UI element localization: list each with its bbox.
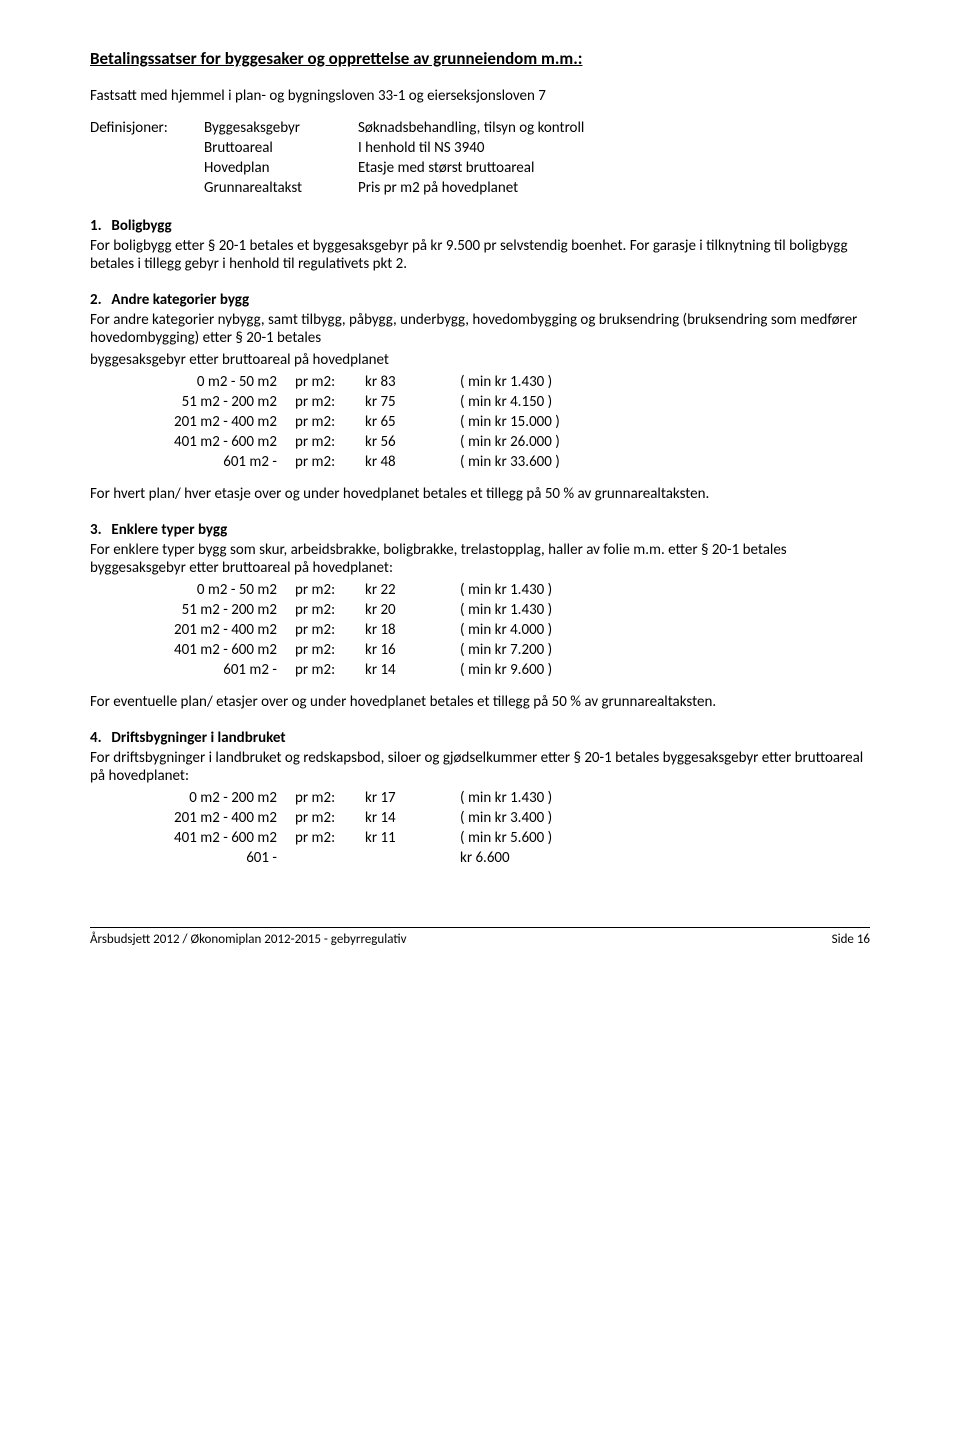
rate-min: ( min kr 5.600 ) bbox=[460, 829, 610, 847]
section-heading: 3. Enklere typer bygg bbox=[90, 521, 870, 539]
section-after: For hvert plan/ hver etasje over og unde… bbox=[90, 485, 870, 503]
section-heading: 4. Driftsbygninger i landbruket bbox=[90, 729, 870, 747]
rate-range: 51 m2 - 200 m2 bbox=[140, 601, 295, 619]
rate-range: 201 m2 - 400 m2 bbox=[140, 413, 295, 431]
footer-right: Side 16 bbox=[832, 932, 870, 947]
rate-per: pr m2: bbox=[295, 809, 365, 827]
rate-range: 601 - bbox=[140, 849, 295, 867]
rate-price: kr 18 bbox=[365, 621, 460, 639]
rate-range: 0 m2 - 50 m2 bbox=[140, 581, 295, 599]
rate-price: kr 20 bbox=[365, 601, 460, 619]
rate-min: ( min kr 9.600 ) bbox=[460, 661, 610, 679]
page-footer: Årsbudsjett 2012 / Økonomiplan 2012-2015… bbox=[90, 927, 870, 947]
footer-left: Årsbudsjett 2012 / Økonomiplan 2012-2015… bbox=[90, 932, 406, 947]
rate-per: pr m2: bbox=[295, 453, 365, 471]
section-1: 1. Boligbygg For boligbygg etter § 20-1 … bbox=[90, 217, 870, 273]
rate-min: ( min kr 1.430 ) bbox=[460, 601, 610, 619]
rate-table: 0 m2 - 50 m2 pr m2: kr 83 ( min kr 1.430… bbox=[140, 373, 870, 471]
rate-per: pr m2: bbox=[295, 373, 365, 391]
rate-min: ( min kr 26.000 ) bbox=[460, 433, 610, 451]
rate-table: 0 m2 - 50 m2 pr m2: kr 22 ( min kr 1.430… bbox=[140, 581, 870, 679]
section-heading: 1. Boligbygg bbox=[90, 217, 870, 235]
section-after: For eventuelle plan/ etasjer over og und… bbox=[90, 693, 870, 711]
definition-def: Etasje med størst bruttoareal bbox=[358, 159, 870, 177]
rate-min: ( min kr 1.430 ) bbox=[460, 581, 610, 599]
rate-range: 51 m2 - 200 m2 bbox=[140, 393, 295, 411]
section-number: 1. bbox=[90, 217, 108, 235]
rate-min: ( min kr 15.000 ) bbox=[460, 413, 610, 431]
rate-price: kr 16 bbox=[365, 641, 460, 659]
rate-min: ( min kr 4.150 ) bbox=[460, 393, 610, 411]
rate-price bbox=[365, 849, 460, 867]
rate-range: 201 m2 - 400 m2 bbox=[140, 621, 295, 639]
section-title: Boligbygg bbox=[111, 217, 171, 235]
rate-min: kr 6.600 bbox=[460, 849, 610, 867]
section-3: 3. Enklere typer bygg For enklere typer … bbox=[90, 521, 870, 711]
definition-def: Søknadsbehandling, tilsyn og kontroll bbox=[358, 119, 870, 137]
rate-price: kr 14 bbox=[365, 809, 460, 827]
rate-range: 0 m2 - 200 m2 bbox=[140, 789, 295, 807]
rate-price: kr 83 bbox=[365, 373, 460, 391]
section-body: For boligbygg etter § 20-1 betales et by… bbox=[90, 237, 870, 273]
rate-table: 0 m2 - 200 m2 pr m2: kr 17 ( min kr 1.43… bbox=[140, 789, 870, 867]
section-body: For andre kategorier nybygg, samt tilbyg… bbox=[90, 311, 870, 347]
rate-per: pr m2: bbox=[295, 661, 365, 679]
section-body: For driftsbygninger i landbruket og reds… bbox=[90, 749, 870, 785]
rate-per: pr m2: bbox=[295, 413, 365, 431]
intro-text: Fastsatt med hjemmel i plan- og bygnings… bbox=[90, 87, 870, 105]
rate-min: ( min kr 1.430 ) bbox=[460, 373, 610, 391]
section-number: 3. bbox=[90, 521, 108, 539]
rate-range: 401 m2 - 600 m2 bbox=[140, 433, 295, 451]
definition-def: Pris pr m2 på hovedplanet bbox=[358, 179, 870, 197]
rate-min: ( min kr 3.400 ) bbox=[460, 809, 610, 827]
rate-range: 601 m2 - bbox=[140, 661, 295, 679]
rate-price: kr 22 bbox=[365, 581, 460, 599]
section-body-2: byggesaksgebyr etter bruttoareal på hove… bbox=[90, 351, 870, 369]
section-2: 2. Andre kategorier bygg For andre kateg… bbox=[90, 291, 870, 503]
section-4: 4. Driftsbygninger i landbruket For drif… bbox=[90, 729, 870, 867]
rate-per: pr m2: bbox=[295, 641, 365, 659]
rate-per: pr m2: bbox=[295, 393, 365, 411]
section-title: Enklere typer bygg bbox=[111, 521, 227, 539]
rate-price: kr 48 bbox=[365, 453, 460, 471]
rate-per: pr m2: bbox=[295, 829, 365, 847]
section-number: 2. bbox=[90, 291, 108, 309]
page-title: Betalingssatser for byggesaker og oppret… bbox=[90, 48, 870, 69]
rate-price: kr 56 bbox=[365, 433, 460, 451]
definitions-grid: Definisjoner: Byggesaksgebyr Søknadsbeha… bbox=[90, 119, 870, 197]
rate-price: kr 14 bbox=[365, 661, 460, 679]
section-body: For enklere typer bygg som skur, arbeids… bbox=[90, 541, 870, 577]
rate-range: 401 m2 - 600 m2 bbox=[140, 829, 295, 847]
section-title: Andre kategorier bygg bbox=[111, 291, 249, 309]
rate-per: pr m2: bbox=[295, 433, 365, 451]
section-heading: 2. Andre kategorier bygg bbox=[90, 291, 870, 309]
definition-term: Grunnarealtakst bbox=[204, 179, 354, 197]
rate-min: ( min kr 1.430 ) bbox=[460, 789, 610, 807]
section-number: 4. bbox=[90, 729, 108, 747]
rate-range: 201 m2 - 400 m2 bbox=[140, 809, 295, 827]
rate-price: kr 65 bbox=[365, 413, 460, 431]
rate-range: 601 m2 - bbox=[140, 453, 295, 471]
rate-per: pr m2: bbox=[295, 601, 365, 619]
rate-range: 401 m2 - 600 m2 bbox=[140, 641, 295, 659]
definitions-lead: Definisjoner: bbox=[90, 119, 200, 137]
section-title: Driftsbygninger i landbruket bbox=[111, 729, 285, 747]
rate-per: pr m2: bbox=[295, 789, 365, 807]
definition-term: Bruttoareal bbox=[204, 139, 354, 157]
definition-term: Byggesaksgebyr bbox=[204, 119, 354, 137]
rate-price: kr 17 bbox=[365, 789, 460, 807]
rate-price: kr 11 bbox=[365, 829, 460, 847]
definition-term: Hovedplan bbox=[204, 159, 354, 177]
rate-min: ( min kr 7.200 ) bbox=[460, 641, 610, 659]
rate-range: 0 m2 - 50 m2 bbox=[140, 373, 295, 391]
rate-price: kr 75 bbox=[365, 393, 460, 411]
rate-min: ( min kr 4.000 ) bbox=[460, 621, 610, 639]
rate-per: pr m2: bbox=[295, 581, 365, 599]
rate-per bbox=[295, 849, 365, 867]
rate-min: ( min kr 33.600 ) bbox=[460, 453, 610, 471]
definition-def: I henhold til NS 3940 bbox=[358, 139, 870, 157]
rate-per: pr m2: bbox=[295, 621, 365, 639]
